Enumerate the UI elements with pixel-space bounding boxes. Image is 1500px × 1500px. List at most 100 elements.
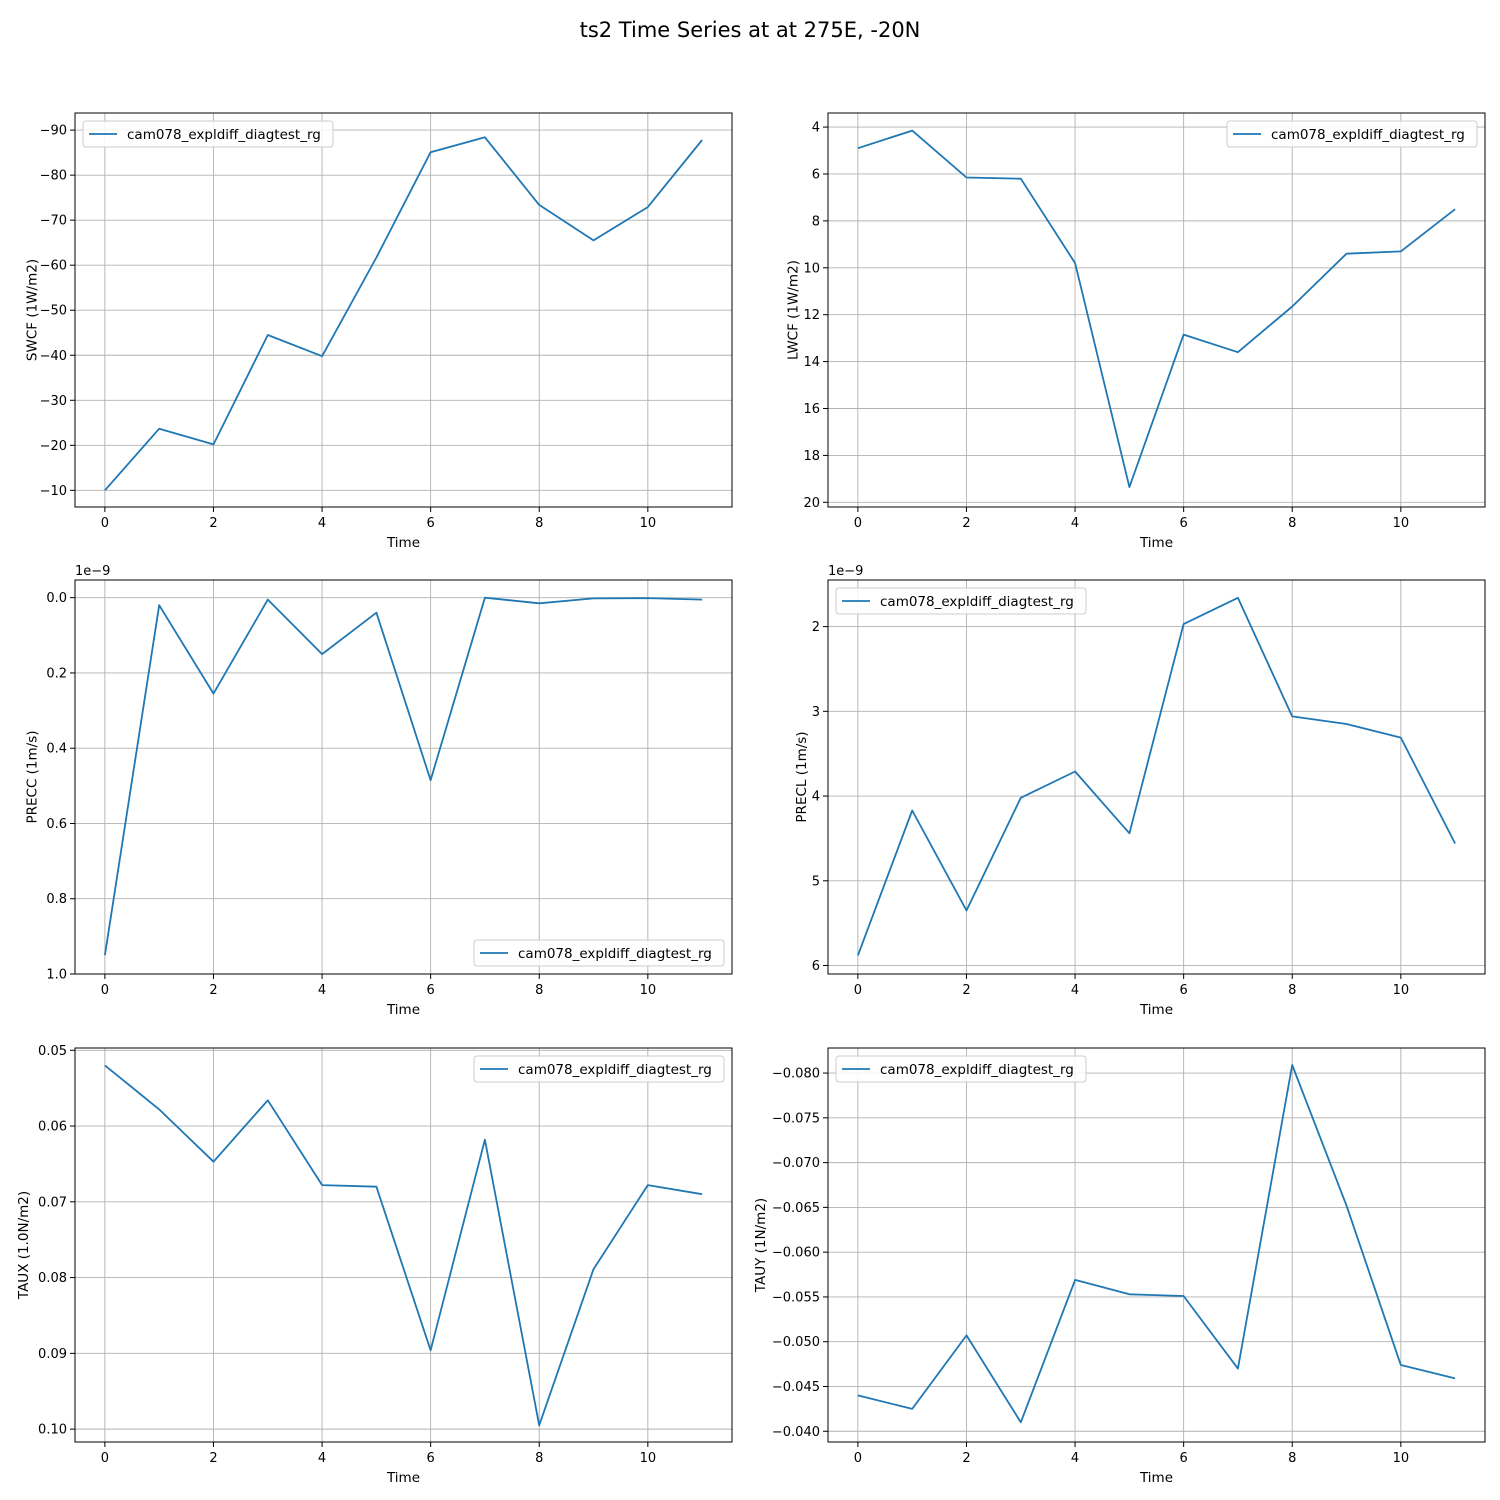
panel-3-ytick-label-5: 1.0 xyxy=(46,968,67,983)
panel-2-ytick-label-0: 4 xyxy=(812,121,820,136)
panel-3: 0 2 4 6 8 10 0.0 0.2 0.4 0.6 0.8 1.0 Time PRECC (1m/s… xyxy=(24,564,733,1018)
panel-6-xtick-label-4: 8 xyxy=(1288,1451,1296,1466)
panel-2-ytick-label-6: 16 xyxy=(803,402,820,417)
panel-5: 0 2 4 6 8 10 0.05 0.06 0.07 0.08 0.09 0.10 Time TAUX … xyxy=(16,1044,733,1486)
panel-2-series-line-0 xyxy=(857,129,1456,489)
panel-5-xtick-label-3: 6 xyxy=(427,1451,435,1466)
panel-2-ytick-label-4: 12 xyxy=(803,308,820,323)
panel-2-ytick-label-1: 6 xyxy=(812,167,820,182)
panel-2-xtick-label-2: 4 xyxy=(1071,516,1079,531)
panel-2-xtick-label-4: 8 xyxy=(1288,516,1296,531)
panel-4-xtick-label-5: 10 xyxy=(1393,983,1410,998)
panel-3-xtick-label-2: 4 xyxy=(318,983,326,998)
panel-1-legend: cam078_expldiff_diagtest_rg xyxy=(82,120,334,148)
panel-1-ytick-label-3: −40 xyxy=(40,349,67,364)
panel-3-legend-box xyxy=(473,939,725,967)
panel-2-xtick-label-1: 2 xyxy=(962,516,970,531)
panel-3-xaxis-label: Time xyxy=(386,1002,420,1018)
panel-3-ytick-label-0: 0.0 xyxy=(46,591,67,606)
panel-4-ytick-label-3: 5 xyxy=(812,874,820,889)
panel-6-xtick-label-1: 2 xyxy=(962,1451,970,1466)
panel-2-axes-frame xyxy=(827,112,1486,508)
panel-6-ytick-label-3: −0.055 xyxy=(772,1290,820,1305)
panel-1-xtick-label-5: 10 xyxy=(640,516,657,531)
panel-6-ytick-label-5: −0.065 xyxy=(772,1201,820,1216)
panel-5-xtick-label-4: 8 xyxy=(535,1451,543,1466)
panel-3-xtick-label-1: 2 xyxy=(209,983,217,998)
panel-4-ytick-label-0: 2 xyxy=(812,620,820,635)
panel-5-ytick-label-4: 0.09 xyxy=(38,1347,67,1362)
panel-1-ytick-label-1: −20 xyxy=(40,439,67,454)
panel-2-yaxis-label: LWCF (1W/m2) xyxy=(786,260,802,360)
panel-4-offset-text: 1e−9 xyxy=(828,564,863,579)
panel-6-xtick-label-2: 4 xyxy=(1071,1451,1079,1466)
panel-2-legend: cam078_expldiff_diagtest_rg xyxy=(1226,120,1478,148)
panel-4: 0 2 4 6 8 10 2 3 4 5 6 Time PRECL (1m/s) 1e−9 cam078_e… xyxy=(794,564,1486,1018)
panel-6-ytick-label-6: −0.070 xyxy=(772,1156,820,1171)
panel-4-xtick-label-2: 4 xyxy=(1071,983,1079,998)
panel-2-ytick-label-3: 10 xyxy=(803,261,820,276)
panel-5-xtick-label-1: 2 xyxy=(209,1451,217,1466)
panel-5-ytick-label-0: 0.05 xyxy=(38,1044,67,1059)
panel-1-ytick-label-2: −30 xyxy=(40,394,67,409)
panel-4-series-line-0 xyxy=(857,596,1456,956)
panel-4-legend: cam078_expldiff_diagtest_rg xyxy=(835,587,1087,615)
panel-3-xtick-label-3: 6 xyxy=(427,983,435,998)
panel-4-yaxis-label: PRECL (1m/s) xyxy=(794,731,810,822)
panel-5-xtick-label-2: 4 xyxy=(318,1451,326,1466)
panel-4-xtick-label-4: 8 xyxy=(1288,983,1296,998)
panel-2-ytick-label-8: 20 xyxy=(803,496,820,511)
panel-1-ytick-label-4: −50 xyxy=(40,304,67,319)
panel-1-ytick-label-0: −10 xyxy=(40,484,67,499)
panel-3-ytick-label-4: 0.8 xyxy=(46,892,67,907)
panel-1-xtick-label-3: 6 xyxy=(427,516,435,531)
panel-1-ytick-label-6: −70 xyxy=(40,214,67,229)
panel-5-yaxis-label: TAUX (1.0N/m2) xyxy=(16,1191,32,1300)
panel-6-legend: cam078_expldiff_diagtest_rg xyxy=(835,1055,1087,1083)
panel-6-xtick-label-0: 0 xyxy=(854,1451,862,1466)
panel-4-ytick-label-1: 3 xyxy=(812,705,820,720)
subplot-grid: 0 2 4 6 8 10 −10 −20 −30 −40 −50 −60 −70 −80 −90 Time SW… xyxy=(16,112,1486,1486)
panel-1-ytick-label-8: −90 xyxy=(40,124,67,139)
panel-4-ytick-label-4: 6 xyxy=(812,959,820,974)
panel-4-xtick-label-0: 0 xyxy=(854,983,862,998)
panel-1-legend-label: cam078_expldiff_diagtest_rg xyxy=(127,127,321,143)
panel-6-axes-frame xyxy=(827,1047,1486,1443)
panel-1-yaxis-label: SWCF (1W/m2) xyxy=(24,259,40,361)
panel-6-ytick-label-1: −0.045 xyxy=(772,1380,820,1395)
panel-6-ytick-label-0: −0.040 xyxy=(772,1425,820,1440)
panel-5-legend: cam078_expldiff_diagtest_rg xyxy=(473,1055,725,1083)
panel-6: 0 2 4 6 8 10 −0.040 −0.045 −0.050 −0.055 −0.060 −0.… xyxy=(753,1047,1486,1486)
panel-3-ytick-label-2: 0.4 xyxy=(46,742,67,757)
panel-5-legend-box xyxy=(473,1055,725,1083)
panel-3-legend-label: cam078_expldiff_diagtest_rg xyxy=(518,946,712,962)
panel-2-ytick-label-5: 14 xyxy=(803,355,820,370)
panel-3-ytick-label-1: 0.2 xyxy=(46,666,67,681)
panel-2-xaxis-label: Time xyxy=(1139,535,1173,551)
panel-6-xtick-label-5: 10 xyxy=(1393,1451,1410,1466)
panel-4-legend-label: cam078_expldiff_diagtest_rg xyxy=(880,594,1074,610)
panel-1-series-line-0 xyxy=(104,136,703,491)
panel-2-ytick-label-7: 18 xyxy=(803,449,820,464)
panel-5-legend-label: cam078_expldiff_diagtest_rg xyxy=(518,1062,712,1078)
panel-3-legend: cam078_expldiff_diagtest_rg xyxy=(473,939,725,967)
panel-1-xtick-label-1: 2 xyxy=(209,516,217,531)
figure-title: ts2 Time Series at at 275E, -20N xyxy=(580,18,921,42)
panel-6-ytick-label-4: −0.060 xyxy=(772,1246,820,1261)
panel-5-xtick-label-5: 10 xyxy=(640,1451,657,1466)
panel-6-ytick-label-7: −0.075 xyxy=(772,1111,820,1126)
panel-2: 0 2 4 6 8 10 4 6 8 10 12 14 16 18 20 Time LWCF (1W/m2) ca… xyxy=(786,112,1486,551)
panel-6-xtick-label-3: 6 xyxy=(1180,1451,1188,1466)
panel-5-series-line-0 xyxy=(104,1064,703,1427)
panel-4-axes-frame xyxy=(827,579,1486,975)
panel-3-axes-frame xyxy=(74,579,733,975)
panel-6-xaxis-label: Time xyxy=(1139,1470,1173,1486)
panel-3-series-line-0 xyxy=(104,596,703,956)
panel-2-xtick-label-5: 10 xyxy=(1393,516,1410,531)
panel-1: 0 2 4 6 8 10 −10 −20 −30 −40 −50 −60 −70 −80 −90 Time SW… xyxy=(24,112,733,551)
panel-6-ytick-label-8: −0.080 xyxy=(772,1067,820,1082)
panel-1-ytick-label-7: −80 xyxy=(40,169,67,184)
panel-5-ytick-label-2: 0.07 xyxy=(38,1195,67,1210)
panel-3-xtick-label-0: 0 xyxy=(101,983,109,998)
panel-3-offset-text: 1e−9 xyxy=(75,564,110,579)
